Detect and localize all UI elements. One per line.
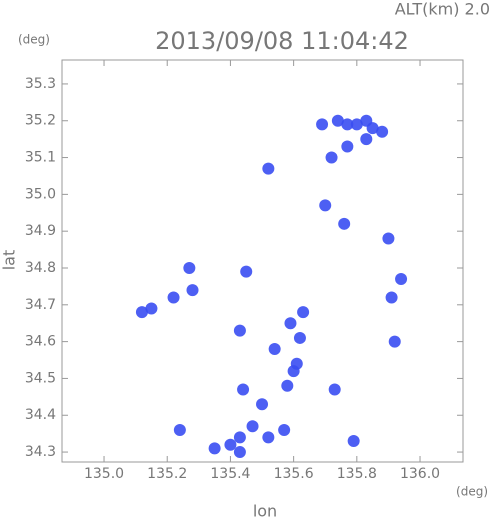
y-tick-label: 35.0	[25, 186, 56, 202]
echo	[208, 442, 221, 455]
y-unit: (deg)	[18, 33, 50, 47]
echo	[256, 398, 269, 411]
echo	[328, 383, 341, 396]
echo	[341, 118, 354, 131]
y-tick-label: 35.2	[25, 113, 56, 129]
echo	[167, 291, 180, 304]
echo	[385, 291, 398, 304]
echo	[290, 357, 303, 370]
echo	[395, 273, 408, 286]
echo	[186, 284, 199, 297]
y-axis-label: lat	[0, 250, 19, 271]
echo	[246, 420, 259, 433]
echo	[233, 324, 246, 337]
echo	[293, 331, 306, 344]
echo	[262, 162, 275, 175]
x-tick-label: 136.0	[400, 466, 440, 482]
y-tick-label: 34.8	[25, 260, 56, 276]
echo	[224, 438, 237, 451]
echo	[316, 118, 329, 131]
echo	[240, 265, 253, 278]
echo	[297, 306, 310, 319]
echo	[262, 431, 275, 444]
echo	[350, 118, 363, 131]
echo	[145, 302, 158, 315]
echo	[347, 435, 360, 448]
echo	[284, 317, 297, 330]
x-tick-label: 135.4	[210, 466, 250, 482]
plot-frame	[61, 59, 464, 463]
y-tick-label: 35.1	[25, 150, 56, 166]
echo	[237, 383, 250, 396]
echo	[382, 232, 395, 245]
y-tick-label: 35.3	[25, 76, 56, 92]
x-tick-label: 135.2	[147, 466, 187, 482]
echo	[341, 140, 354, 153]
x-unit: (deg)	[456, 485, 488, 499]
y-tick-label: 34.4	[25, 407, 56, 423]
altitude: ALT(km) 2.0	[395, 0, 490, 19]
y-tick-label: 34.6	[25, 334, 56, 350]
echo	[173, 423, 186, 436]
y-tick-label: 34.9	[25, 223, 56, 239]
echo	[376, 125, 389, 138]
y-tick-label: 34.7	[25, 297, 56, 313]
echo	[331, 114, 344, 127]
echo	[268, 342, 281, 355]
chart-title: 2013/09/08 11:04:42	[155, 27, 409, 55]
x-tick-label: 135.6	[274, 466, 314, 482]
echo	[233, 431, 246, 444]
echo	[281, 379, 294, 392]
y-tick-label: 34.3	[25, 444, 56, 460]
echo	[366, 122, 379, 135]
echo	[360, 133, 373, 146]
echo	[233, 446, 246, 459]
echo	[388, 335, 401, 348]
echo	[183, 261, 196, 274]
echo	[338, 217, 351, 230]
echo	[135, 306, 148, 319]
echo	[319, 199, 332, 212]
x-tick-label: 135.0	[84, 466, 124, 482]
y-tick-label: 34.5	[25, 370, 56, 386]
echo	[278, 423, 291, 436]
echo	[325, 151, 338, 164]
x-tick-label: 135.8	[337, 466, 377, 482]
x-axis-label: lon	[253, 502, 277, 521]
